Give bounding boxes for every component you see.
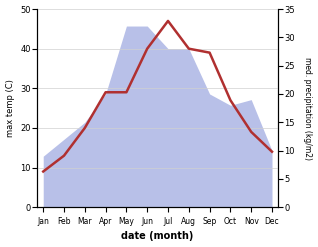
X-axis label: date (month): date (month) [121, 231, 194, 242]
Y-axis label: med. precipitation (kg/m2): med. precipitation (kg/m2) [303, 57, 313, 160]
Y-axis label: max temp (C): max temp (C) [5, 79, 15, 137]
